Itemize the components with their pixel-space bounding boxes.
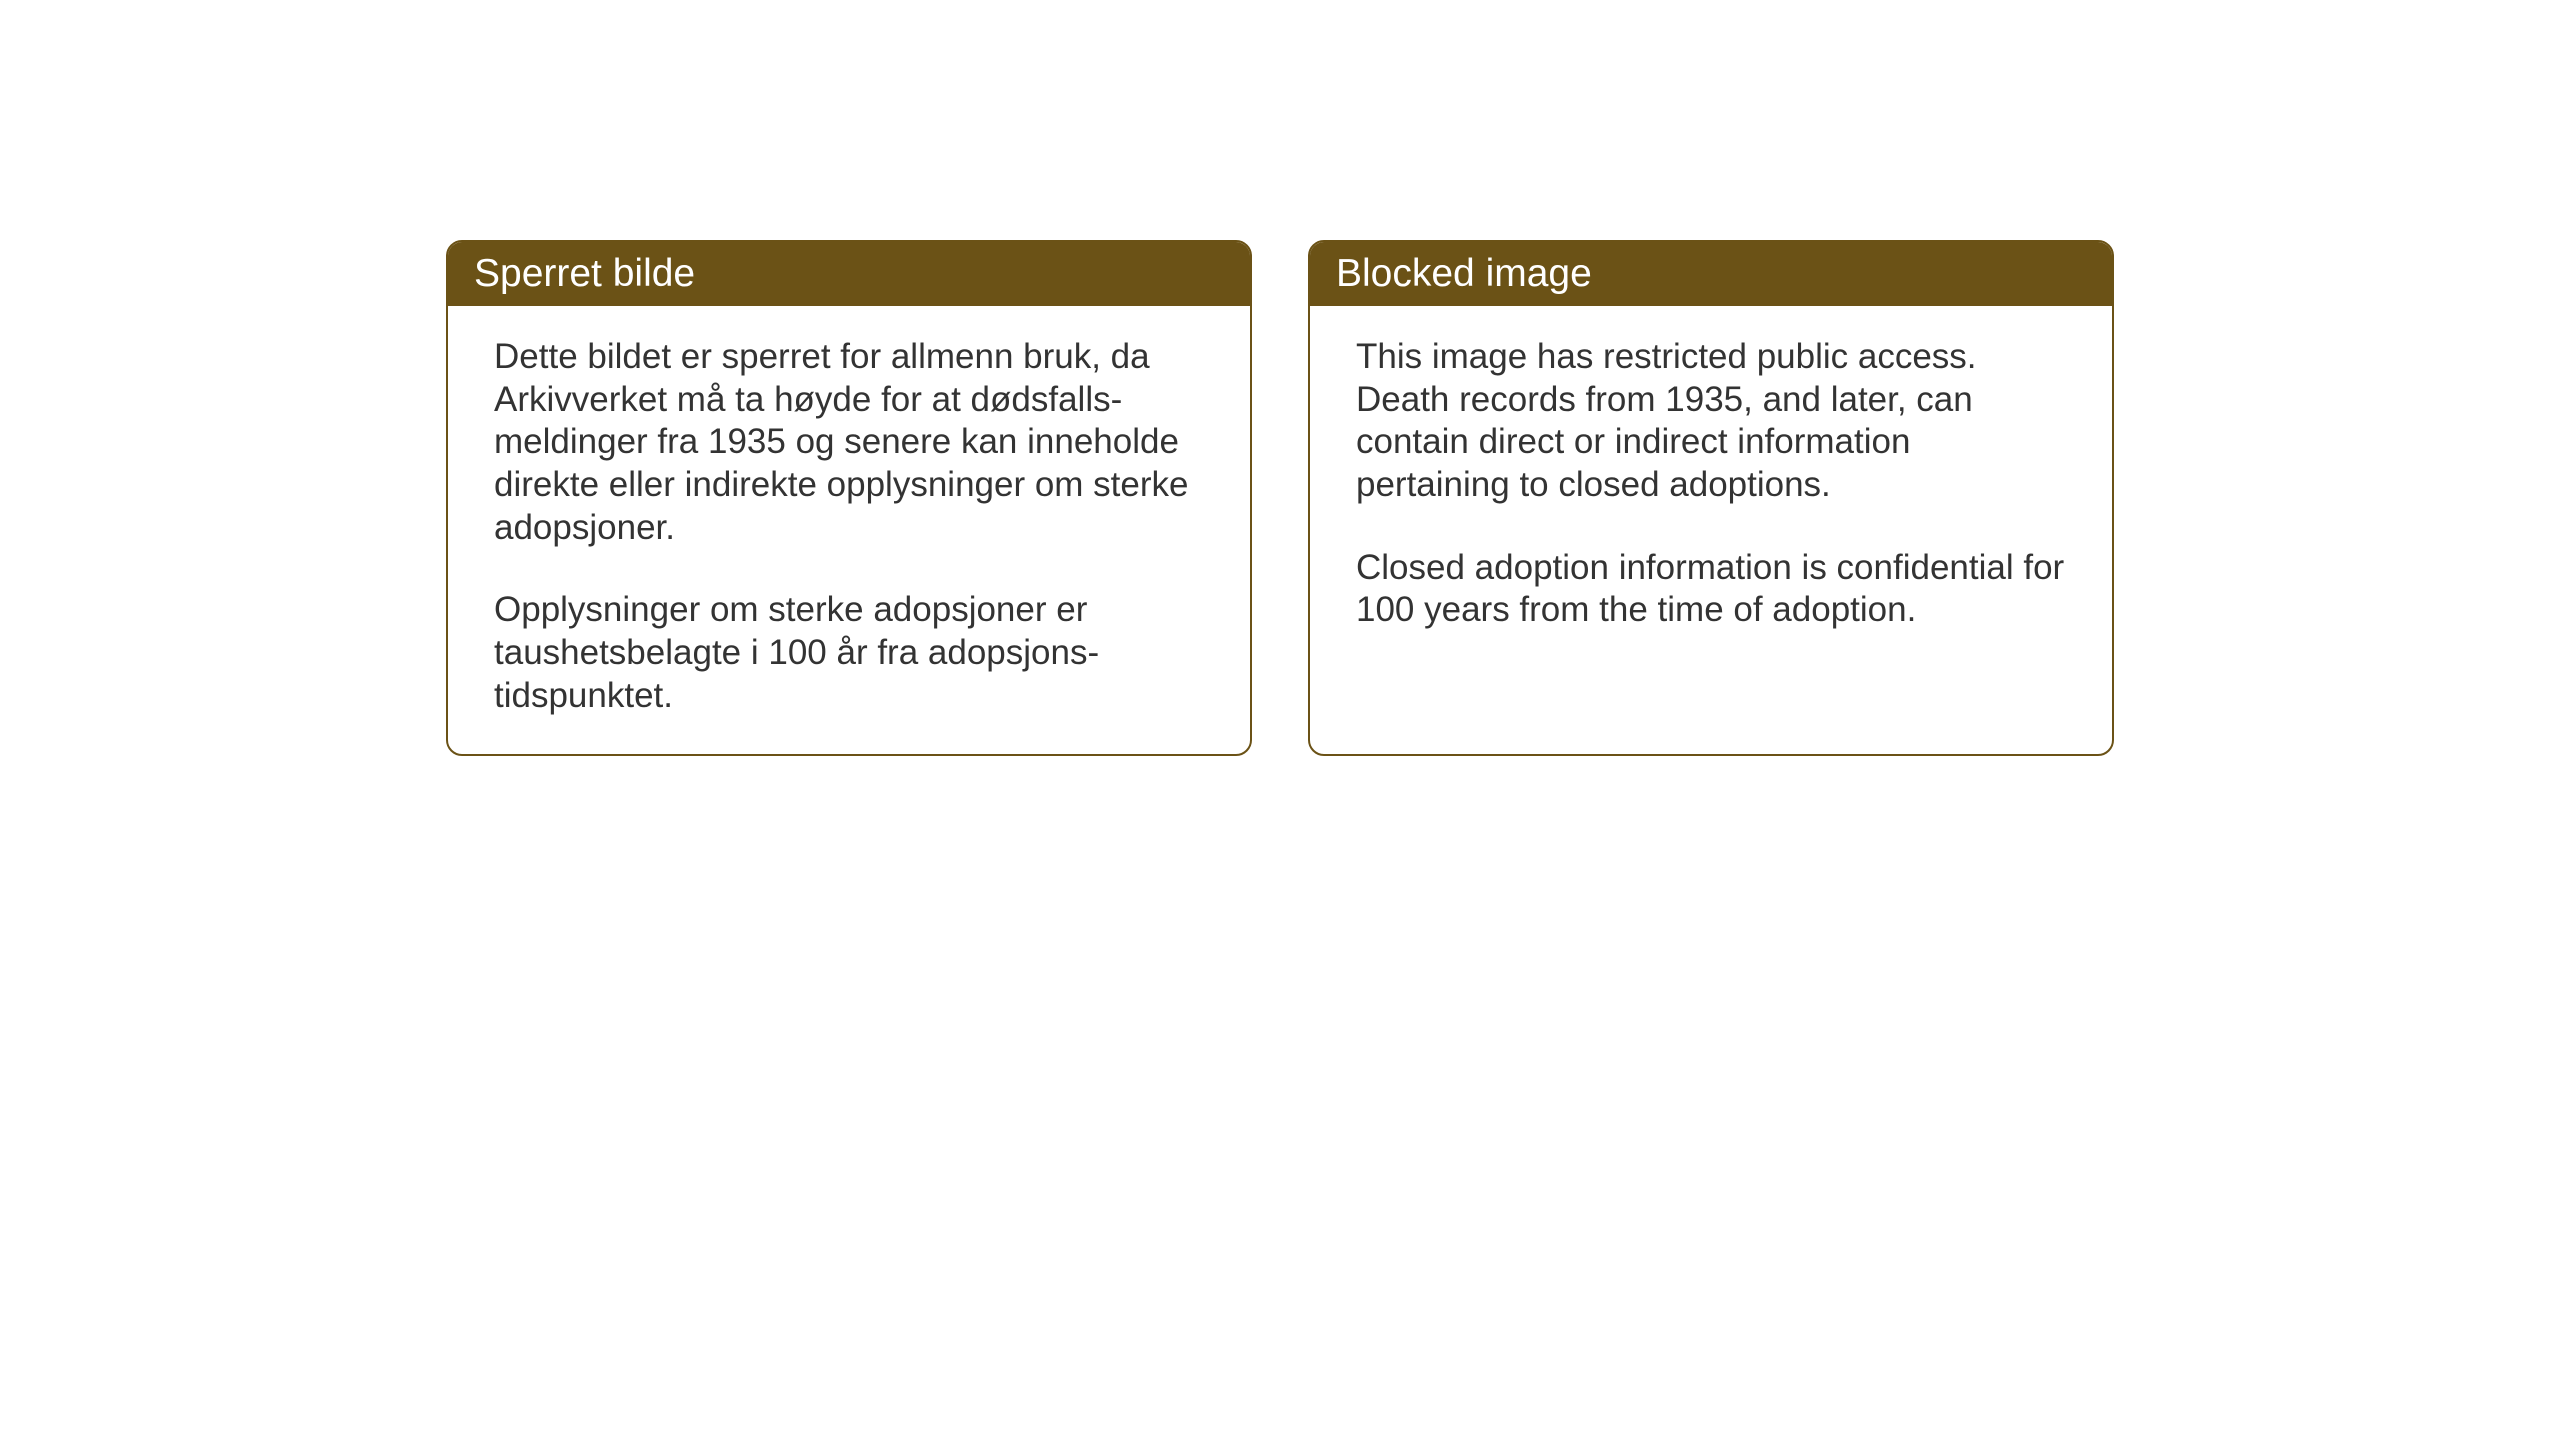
card-header-norwegian: Sperret bilde	[448, 242, 1250, 306]
card-paragraph-1-english: This image has restricted public access.…	[1356, 336, 2066, 507]
card-paragraph-2-norwegian: Opplysninger om sterke adopsjoner er tau…	[494, 589, 1204, 717]
notice-container: Sperret bilde Dette bildet er sperret fo…	[446, 240, 2114, 756]
card-body-norwegian: Dette bildet er sperret for allmenn bruk…	[448, 306, 1250, 754]
card-paragraph-2-english: Closed adoption information is confident…	[1356, 547, 2066, 632]
card-header-english: Blocked image	[1310, 242, 2112, 306]
card-title-english: Blocked image	[1336, 252, 1592, 295]
card-title-norwegian: Sperret bilde	[474, 252, 695, 295]
notice-card-norwegian: Sperret bilde Dette bildet er sperret fo…	[446, 240, 1252, 756]
card-paragraph-1-norwegian: Dette bildet er sperret for allmenn bruk…	[494, 336, 1204, 549]
notice-card-english: Blocked image This image has restricted …	[1308, 240, 2114, 756]
card-body-english: This image has restricted public access.…	[1310, 306, 2112, 668]
